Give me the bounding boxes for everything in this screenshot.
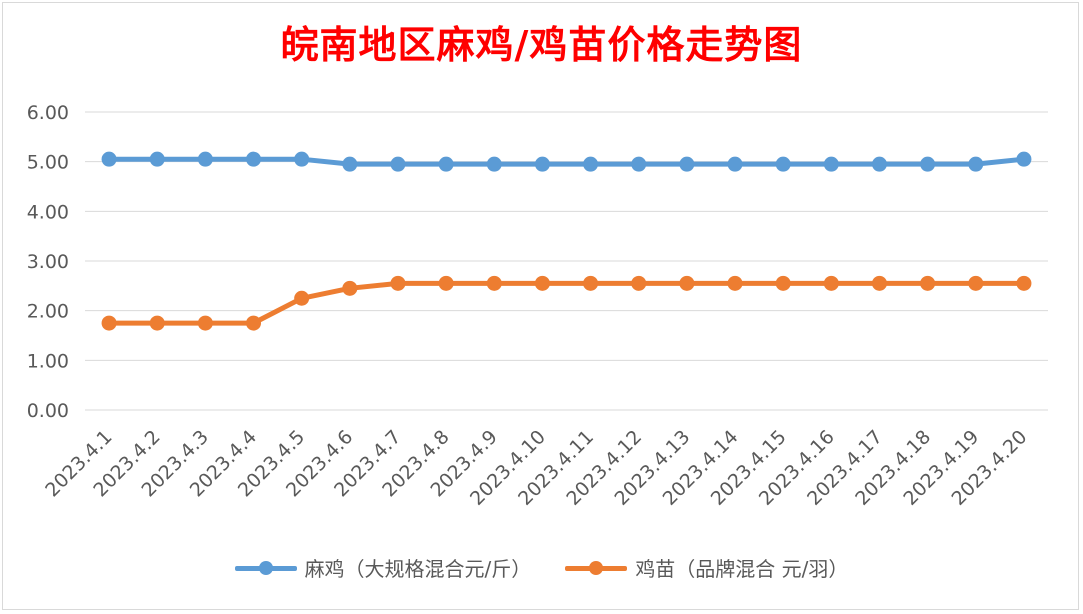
series-1	[101, 151, 1032, 172]
chart-title: 皖南地区麻鸡/鸡苗价格走势图	[280, 22, 803, 67]
data-point[interactable]	[968, 156, 984, 172]
legend: 麻鸡（大规格混合元/斤） 鸡苗（品牌混合 元/羽）	[0, 553, 1083, 582]
data-point[interactable]	[390, 156, 406, 172]
data-point[interactable]	[583, 275, 599, 291]
data-point[interactable]	[631, 275, 647, 291]
data-point[interactable]	[149, 315, 165, 331]
data-point[interactable]	[871, 275, 887, 291]
legend-swatch-series-1	[234, 560, 297, 575]
data-point[interactable]	[1016, 275, 1032, 291]
data-point[interactable]	[246, 315, 262, 331]
y-tick-label: 3.00	[27, 251, 69, 273]
legend-swatch-series-2	[565, 560, 628, 575]
data-point[interactable]	[534, 275, 550, 291]
data-point[interactable]	[775, 156, 791, 172]
data-point[interactable]	[823, 156, 839, 172]
data-point[interactable]	[920, 275, 936, 291]
data-point[interactable]	[101, 151, 117, 167]
data-point[interactable]	[197, 315, 213, 331]
data-point[interactable]	[438, 156, 454, 172]
data-point[interactable]	[534, 156, 550, 172]
data-point[interactable]	[727, 275, 743, 291]
data-point[interactable]	[823, 275, 839, 291]
data-point[interactable]	[679, 156, 695, 172]
series-2	[101, 275, 1032, 331]
data-point[interactable]	[149, 151, 165, 167]
y-tick-label: 1.00	[27, 350, 69, 372]
data-point[interactable]	[197, 151, 213, 167]
x-axis-ticks: 2023.4.12023.4.22023.4.32023.4.42023.4.5…	[41, 426, 1031, 510]
legend-label-series-2: 鸡苗（品牌混合 元/羽）	[635, 557, 849, 581]
legend-item-series-1[interactable]: 麻鸡（大规格混合元/斤）	[234, 553, 532, 582]
data-point[interactable]	[968, 275, 984, 291]
y-tick-label: 5.00	[27, 152, 69, 174]
data-point[interactable]	[294, 290, 310, 306]
data-point[interactable]	[775, 275, 791, 291]
y-tick-label: 4.00	[27, 201, 69, 223]
y-axis-ticks: 0.00 1.00 2.00 3.00 4.00 5.00 6.00	[27, 102, 69, 422]
legend-label-series-1: 麻鸡（大规格混合元/斤）	[304, 557, 532, 581]
data-point[interactable]	[871, 156, 887, 172]
data-point[interactable]	[727, 156, 743, 172]
data-point[interactable]	[342, 156, 358, 172]
series-line-1	[106, 156, 1027, 167]
y-tick-label: 6.00	[27, 102, 69, 124]
data-point[interactable]	[294, 151, 310, 167]
legend-item-series-2[interactable]: 鸡苗（品牌混合 元/羽）	[565, 553, 848, 582]
data-point[interactable]	[583, 156, 599, 172]
y-tick-label: 2.00	[27, 301, 69, 323]
data-point[interactable]	[246, 151, 262, 167]
data-point[interactable]	[486, 156, 502, 172]
data-point[interactable]	[438, 275, 454, 291]
data-point[interactable]	[1016, 151, 1032, 167]
data-point[interactable]	[631, 156, 647, 172]
data-point[interactable]	[342, 280, 358, 296]
data-point[interactable]	[101, 315, 117, 331]
data-point[interactable]	[920, 156, 936, 172]
y-tick-label: 0.00	[27, 400, 69, 422]
series-layer	[101, 151, 1032, 331]
series-line-2	[106, 280, 1027, 326]
data-point[interactable]	[679, 275, 695, 291]
data-point[interactable]	[486, 275, 502, 291]
data-point[interactable]	[390, 275, 406, 291]
